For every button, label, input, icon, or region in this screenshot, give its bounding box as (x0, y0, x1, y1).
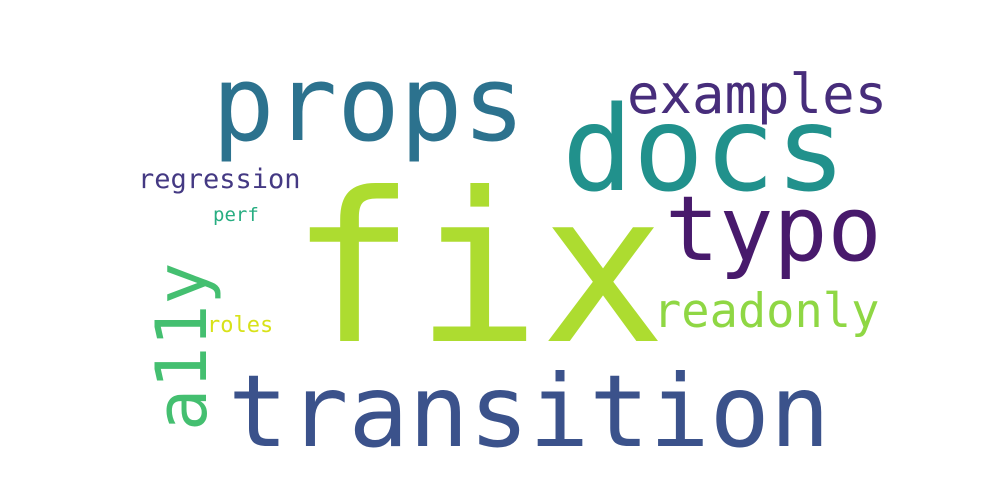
word-docs: docs (562, 80, 847, 218)
word-props: props (212, 43, 526, 165)
word-roles: roles (207, 313, 274, 338)
word-readonly: readonly (653, 284, 880, 339)
word-regression: regression (138, 164, 301, 195)
word-transition: transition (228, 353, 831, 470)
word-examples: examples (627, 63, 888, 126)
word-perf: perf (213, 204, 259, 226)
word-typo: typo (665, 177, 882, 282)
word-fix: fix (290, 149, 666, 391)
word-a11y: a11y (141, 262, 223, 431)
